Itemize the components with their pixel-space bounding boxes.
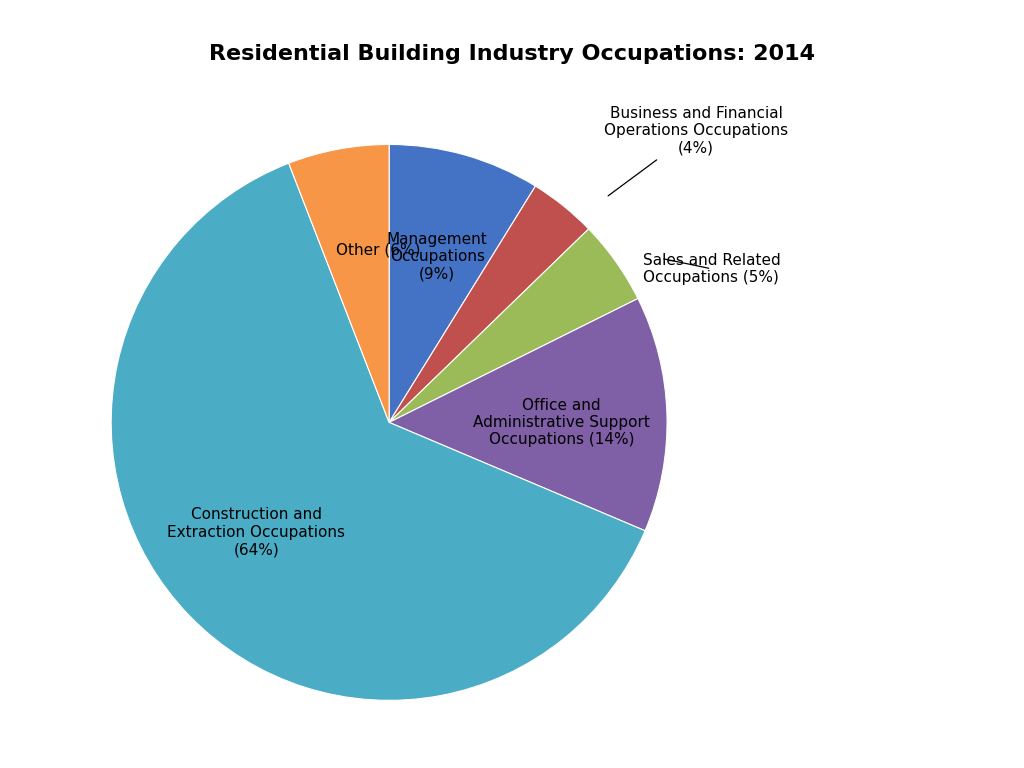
- Wedge shape: [389, 299, 667, 531]
- Text: Sales and Related
Occupations (5%): Sales and Related Occupations (5%): [643, 253, 780, 285]
- Wedge shape: [289, 144, 389, 422]
- Text: Construction and
Extraction Occupations
(64%): Construction and Extraction Occupations …: [167, 508, 345, 557]
- Wedge shape: [389, 186, 589, 422]
- Text: Residential Building Industry Occupations: 2014: Residential Building Industry Occupation…: [209, 44, 815, 64]
- Text: Business and Financial
Operations Occupations
(4%): Business and Financial Operations Occupa…: [604, 106, 788, 196]
- Wedge shape: [112, 164, 645, 700]
- Wedge shape: [389, 229, 638, 422]
- Text: Office and
Administrative Support
Occupations (14%): Office and Administrative Support Occupa…: [473, 398, 650, 447]
- Wedge shape: [389, 144, 536, 422]
- Text: Management
Occupations
(9%): Management Occupations (9%): [387, 232, 487, 282]
- Text: Other (6%): Other (6%): [336, 243, 421, 258]
